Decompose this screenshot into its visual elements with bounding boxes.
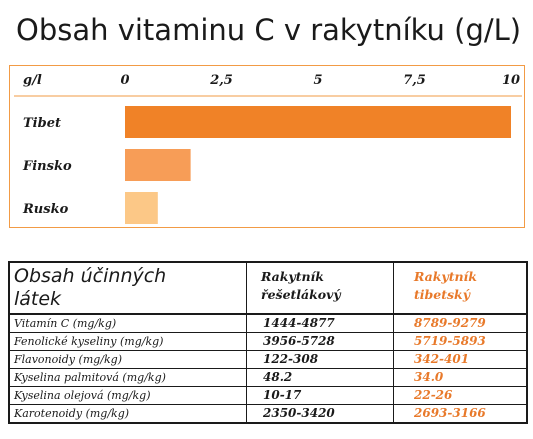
row-label: Kyselina olejová (mg/kg): [8, 386, 247, 405]
x-tick-label: 10: [502, 73, 520, 88]
table-row: Vitamín C (mg/kg) 1444-4877 8789-9279: [8, 313, 528, 333]
row-value-a: 1444-4877: [246, 313, 394, 333]
x-tick-label: 7,5: [403, 73, 426, 88]
row-value-a: 3956-5728: [246, 332, 394, 351]
row-value-a: 10-17: [246, 386, 394, 405]
table-row: Flavonoidy (mg/kg) 122-308 342-401: [8, 350, 528, 369]
row-value-b: 5719-5893: [393, 332, 528, 351]
header-sea-buckthorn: Rakytník řešetlákový: [246, 261, 394, 315]
bar-chart: g/l 0 2,5 5 7,5 10 Tibet Finsko Rusko: [9, 65, 525, 228]
header-tibetan-line1: Rakytník: [414, 269, 477, 284]
header-compounds-line1: Obsah účinných: [14, 265, 167, 287]
header-compounds-line2: látek: [14, 288, 62, 310]
x-tick-label: 0: [120, 73, 129, 88]
row-label: Fenolické kyseliny (mg/kg): [8, 332, 247, 351]
row-value-a: 2350-3420: [246, 404, 394, 424]
bar-chart-svg: g/l 0 2,5 5 7,5 10 Tibet Finsko Rusko: [14, 73, 522, 224]
header-sea-buckthorn-line2: řešetlákový: [261, 287, 341, 302]
table-row: Karotenoidy (mg/kg) 2350-3420 2693-3166: [8, 404, 528, 424]
row-value-a: 48.2: [246, 368, 394, 387]
row-label: Flavonoidy (mg/kg): [8, 350, 247, 369]
table-row: Kyselina olejová (mg/kg) 10-17 22-26: [8, 386, 528, 405]
bar-tibet: [125, 106, 511, 138]
category-label: Rusko: [22, 202, 69, 217]
bar-finsko: [125, 149, 191, 181]
x-tick-label: 5: [313, 73, 322, 88]
row-label: Karotenoidy (mg/kg): [8, 404, 247, 424]
unit-label: g/l: [23, 73, 42, 88]
table-header-row: Obsah účinných látek Rakytník řešetlákov…: [8, 261, 528, 315]
category-label: Tibet: [23, 116, 61, 131]
row-value-b: 8789-9279: [393, 313, 528, 333]
row-value-b: 22-26: [393, 386, 528, 405]
category-label: Finsko: [22, 159, 72, 174]
row-value-b: 34.0: [393, 368, 528, 387]
row-value-a: 122-308: [246, 350, 394, 369]
x-tick-label: 2,5: [209, 73, 233, 88]
table-row: Kyselina palmitová (mg/kg) 48.2 34.0: [8, 368, 528, 387]
compounds-table-wrapper: Obsah účinných látek Rakytník řešetlákov…: [8, 261, 528, 424]
row-value-b: 2693-3166: [393, 404, 528, 424]
header-tibetan-line2: tibetský: [414, 287, 470, 302]
row-label: Vitamín C (mg/kg): [8, 313, 247, 333]
bar-rusko: [125, 192, 158, 224]
header-compounds: Obsah účinných látek: [8, 261, 247, 315]
compounds-table: Obsah účinných látek Rakytník řešetlákov…: [8, 261, 528, 424]
row-label: Kyselina palmitová (mg/kg): [8, 368, 247, 387]
header-tibetan-buckthorn: Rakytník tibetský: [393, 261, 528, 315]
table-row: Fenolické kyseliny (mg/kg) 3956-5728 571…: [8, 332, 528, 351]
chart-title: Obsah vitaminu C v rakytníku (g/L): [16, 13, 522, 47]
row-value-b: 342-401: [393, 350, 528, 369]
header-sea-buckthorn-line1: Rakytník: [261, 269, 324, 284]
